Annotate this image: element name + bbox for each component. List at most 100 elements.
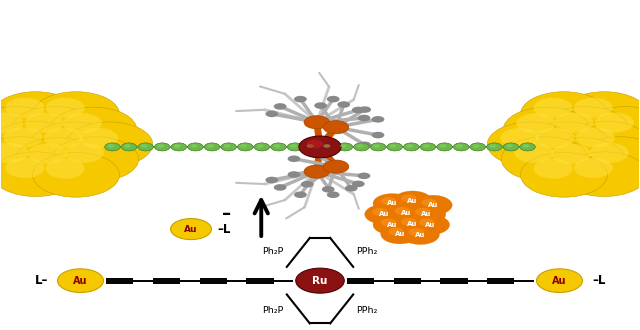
Circle shape [394,191,432,211]
Circle shape [191,144,197,148]
Circle shape [440,144,447,148]
Circle shape [204,143,220,151]
Text: PPh₂: PPh₂ [356,306,378,315]
Circle shape [503,107,590,152]
Circle shape [304,143,319,151]
Circle shape [105,143,120,151]
Circle shape [365,204,403,224]
Circle shape [294,96,307,102]
Text: Au: Au [408,221,418,227]
Circle shape [563,121,640,166]
Circle shape [3,127,43,148]
Circle shape [536,269,582,292]
Circle shape [440,144,447,148]
Circle shape [387,143,403,151]
Text: Ph₂P: Ph₂P [262,306,284,315]
Circle shape [257,144,264,148]
Circle shape [595,113,634,133]
Circle shape [44,128,83,148]
Circle shape [207,144,214,148]
Circle shape [323,144,330,148]
Circle shape [108,144,115,148]
Circle shape [301,146,314,152]
Circle shape [323,121,349,134]
Circle shape [415,208,431,216]
Circle shape [304,116,330,129]
Circle shape [237,143,253,151]
Circle shape [456,144,463,148]
Circle shape [373,215,412,235]
Circle shape [473,144,479,148]
Circle shape [321,143,336,151]
Text: Au: Au [395,231,405,237]
Circle shape [12,107,99,151]
Circle shape [0,113,24,133]
Circle shape [323,144,330,148]
Circle shape [221,143,236,151]
Circle shape [354,143,369,151]
Circle shape [323,160,349,173]
Circle shape [172,143,186,151]
Circle shape [414,195,452,215]
Circle shape [124,144,131,148]
Circle shape [381,224,419,244]
Circle shape [356,144,364,148]
Circle shape [157,144,164,148]
Circle shape [157,144,164,148]
Circle shape [307,144,314,148]
Circle shape [24,113,63,133]
Circle shape [589,143,629,163]
Circle shape [404,143,419,151]
Circle shape [274,184,287,191]
Circle shape [404,143,419,151]
Circle shape [401,218,417,226]
Circle shape [322,186,335,193]
Circle shape [0,143,29,163]
Circle shape [523,144,529,148]
Circle shape [372,116,385,123]
Text: Au: Au [387,200,397,207]
Circle shape [381,197,396,205]
Circle shape [419,218,435,226]
Circle shape [352,107,365,113]
Circle shape [237,143,253,151]
Circle shape [486,143,502,151]
Circle shape [408,204,446,224]
Circle shape [372,208,388,216]
Circle shape [50,107,137,152]
Circle shape [454,143,468,151]
Circle shape [155,143,170,151]
Circle shape [204,143,220,151]
Circle shape [337,101,350,108]
Circle shape [287,171,300,178]
Circle shape [354,143,369,151]
Circle shape [340,144,347,148]
Circle shape [574,158,613,178]
Circle shape [321,143,336,151]
Circle shape [174,144,180,148]
Circle shape [371,143,386,151]
Circle shape [0,121,77,166]
Circle shape [172,143,186,151]
Circle shape [266,177,278,183]
Circle shape [420,143,436,151]
Circle shape [287,155,300,162]
Circle shape [0,137,63,182]
Circle shape [122,143,137,151]
Circle shape [358,106,371,113]
Circle shape [420,143,436,151]
Circle shape [314,102,327,109]
Circle shape [33,152,120,197]
Circle shape [423,144,430,148]
Circle shape [470,143,485,151]
Circle shape [287,143,303,151]
Circle shape [304,165,330,178]
Circle shape [33,92,120,136]
Circle shape [520,143,535,151]
Circle shape [290,144,297,148]
Circle shape [503,143,518,151]
Circle shape [254,143,269,151]
Circle shape [155,143,170,151]
Circle shape [388,228,404,236]
Circle shape [501,137,588,182]
